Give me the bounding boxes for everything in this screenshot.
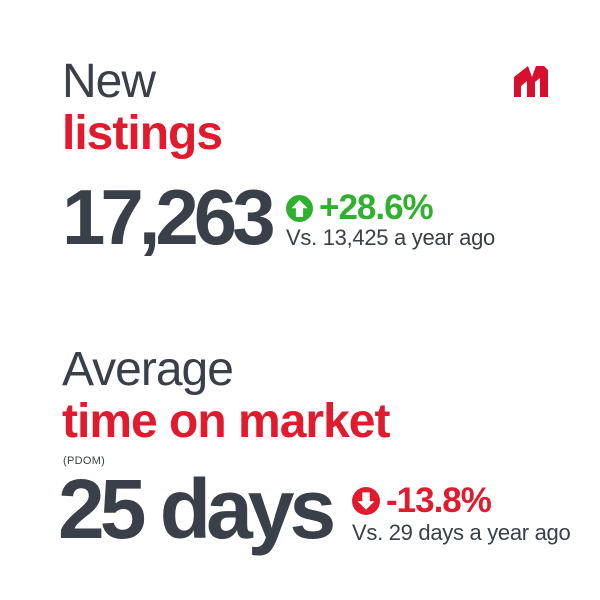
section1-title-line1: New: [62, 55, 156, 108]
section1-change-percent: +28.6%: [319, 188, 434, 227]
section2-comparison: Vs. 29 days a year ago: [352, 520, 571, 545]
up-arrow-circle-icon: [286, 194, 313, 222]
section2-change-badge: -13.8%: [352, 481, 492, 520]
section1-title-line2: listings: [62, 107, 223, 160]
section1-comparison: Vs. 13,425 a year ago: [286, 225, 495, 250]
brand-m-logo: [514, 65, 548, 97]
down-arrow-circle-icon: [352, 487, 380, 515]
section2-value: 25 days: [58, 462, 336, 556]
section2-change-percent: -13.8%: [386, 481, 492, 520]
section2-title-line1: Average: [62, 343, 234, 396]
section1-value: 17,263: [62, 173, 276, 261]
section2-title-line2: time on market: [62, 395, 390, 448]
section2-title: Average time on market: [62, 343, 390, 448]
section2-subtitle-pdom: (PDOM): [63, 455, 106, 467]
section1-change-badge: +28.6%: [286, 188, 434, 227]
section1-title: New listings: [62, 55, 223, 160]
m-logo-icon: [514, 66, 548, 97]
